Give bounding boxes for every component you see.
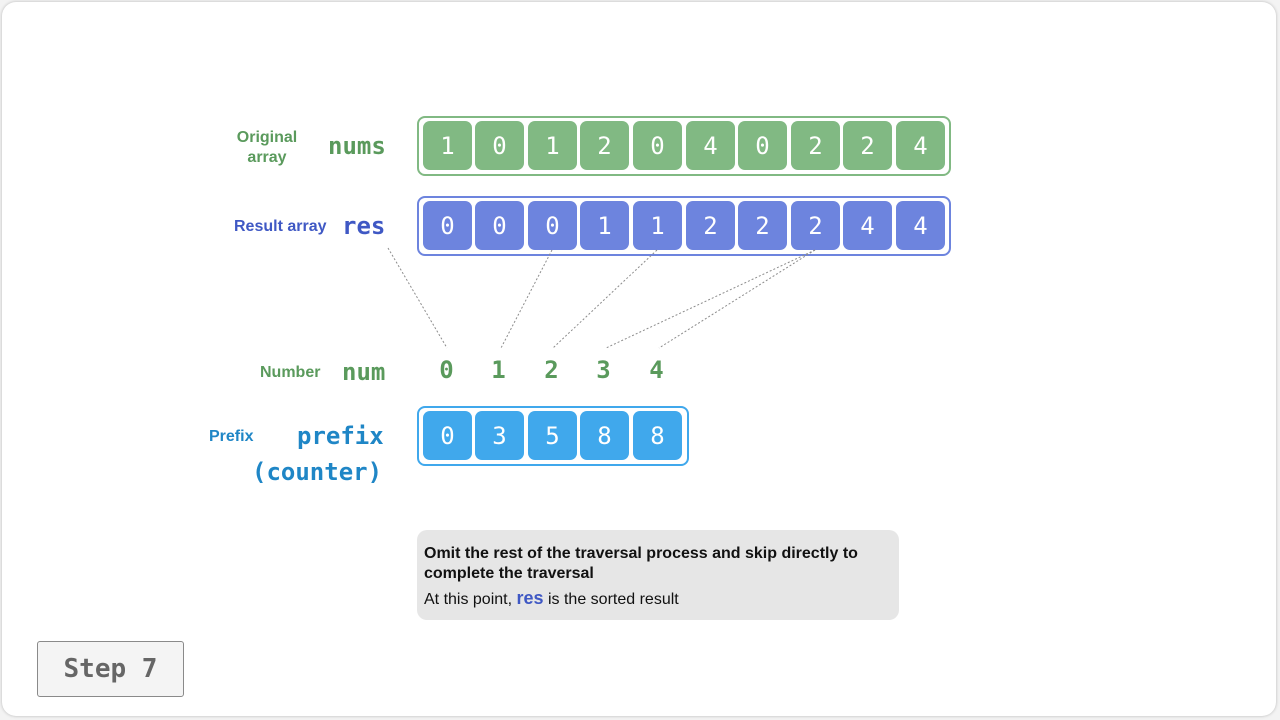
explanation-note: Omit the rest of the traversal process a… bbox=[417, 530, 899, 620]
num-value: 4 bbox=[649, 356, 664, 384]
res-cell: 0 bbox=[528, 201, 577, 250]
prefix-cell: 3 bbox=[475, 411, 524, 460]
num-value: 0 bbox=[439, 356, 454, 384]
num-value: 2 bbox=[544, 356, 559, 384]
res-cell: 4 bbox=[896, 201, 945, 250]
res-cell: 2 bbox=[791, 201, 840, 250]
counter-code-label: (counter) bbox=[252, 458, 383, 486]
connector-line-num-2 bbox=[552, 249, 658, 349]
res-cell: 2 bbox=[686, 201, 735, 250]
nums-array: 1 0 1 2 0 4 0 2 2 4 bbox=[417, 116, 951, 176]
nums-code-label: nums bbox=[328, 132, 386, 160]
res-cell: 2 bbox=[738, 201, 787, 250]
num-code-label: num bbox=[342, 358, 386, 386]
nums-cell: 4 bbox=[686, 121, 735, 170]
prefix-cell: 0 bbox=[423, 411, 472, 460]
res-array: 0 0 0 1 1 2 2 2 4 4 bbox=[417, 196, 951, 256]
note-heading: Omit the rest of the traversal process a… bbox=[424, 545, 858, 582]
connector-line-num-4 bbox=[658, 249, 816, 349]
prefix-array: 0 3 5 8 8 bbox=[417, 406, 689, 466]
res-cell: 0 bbox=[475, 201, 524, 250]
nums-cell: 4 bbox=[896, 121, 945, 170]
prefix-cell: 5 bbox=[528, 411, 577, 460]
prefix-cell: 8 bbox=[580, 411, 629, 460]
note-body-suffix: is the sorted result bbox=[547, 591, 679, 608]
step-indicator: Step 7 bbox=[37, 641, 184, 697]
prefix-code-label: prefix bbox=[297, 422, 384, 450]
note-body-prefix: At this point, bbox=[424, 591, 513, 608]
note-res-highlight: res bbox=[516, 588, 544, 608]
nums-cell: 2 bbox=[843, 121, 892, 170]
res-cell: 1 bbox=[633, 201, 682, 250]
nums-cell: 0 bbox=[738, 121, 787, 170]
nums-cell: 2 bbox=[791, 121, 840, 170]
nums-cell: 1 bbox=[423, 121, 472, 170]
prefix-label: Prefix bbox=[209, 428, 254, 445]
res-cell: 0 bbox=[423, 201, 472, 250]
nums-cell: 1 bbox=[528, 121, 577, 170]
note-body: At this point, res is the sorted result bbox=[424, 588, 679, 609]
prefix-cell: 8 bbox=[633, 411, 682, 460]
result-array-label: Result array bbox=[234, 218, 327, 235]
res-code-label: res bbox=[342, 212, 386, 240]
res-cell: 4 bbox=[843, 201, 892, 250]
original-array-label: Original array bbox=[236, 129, 298, 166]
nums-cell: 2 bbox=[580, 121, 629, 170]
num-value: 1 bbox=[491, 356, 506, 384]
number-label: Number bbox=[260, 364, 321, 381]
nums-cell: 0 bbox=[633, 121, 682, 170]
connector-line-num-3 bbox=[605, 249, 816, 349]
num-value: 3 bbox=[596, 356, 611, 384]
nums-cell: 0 bbox=[475, 121, 524, 170]
connector-line-num-0 bbox=[387, 247, 448, 349]
res-cell: 1 bbox=[580, 201, 629, 250]
connector-line-num-1 bbox=[500, 249, 553, 349]
